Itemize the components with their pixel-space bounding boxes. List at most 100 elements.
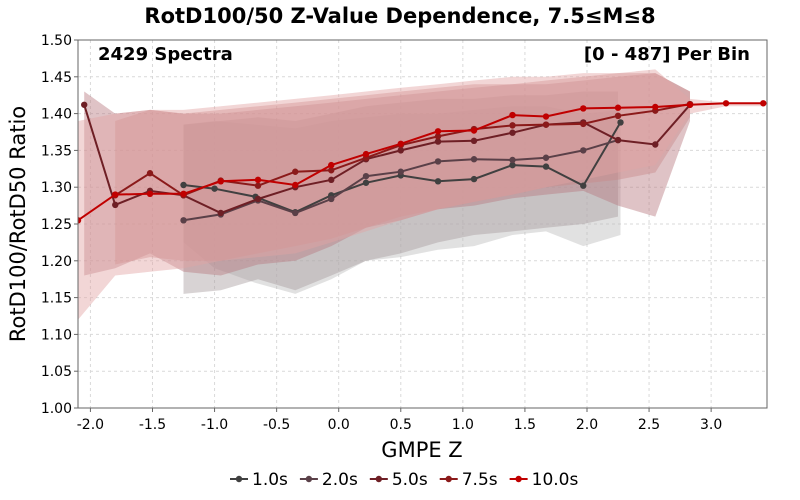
point-1-0s — [211, 185, 218, 192]
legend-marker-2-0s — [305, 475, 313, 483]
band-2-0s — [183, 91, 618, 294]
point-10-0s — [760, 100, 767, 107]
point-10-0s — [509, 111, 516, 119]
legend-label-1-0s: 1.0s — [252, 470, 288, 490]
point-2-0s — [434, 158, 442, 165]
point-2-0s — [470, 156, 478, 163]
point-5-0s — [614, 136, 622, 144]
legend-marker-1-0s — [235, 475, 243, 483]
x-tick-label: -2.0 — [77, 417, 104, 433]
variability-bands — [78, 69, 764, 320]
y-tick-label: 1.25 — [41, 217, 72, 233]
point-10-0s — [254, 176, 262, 184]
point-5-0s — [328, 176, 335, 184]
legend-marker-10-0s — [515, 475, 522, 483]
legend-label-10-0s: 10.0s — [532, 470, 579, 490]
y-tick-label: 1.10 — [41, 327, 72, 343]
point-10-0s — [217, 178, 224, 185]
point-2-0s — [509, 156, 516, 164]
y-tick-label: 1.35 — [41, 143, 72, 159]
point-10-0s — [434, 128, 442, 135]
chart-title: RotD100/50 Z-Value Dependence, 7.5≤M≤8 — [144, 4, 655, 28]
point-7-5s — [146, 170, 154, 177]
plot-area — [77, 39, 768, 409]
series-line-10-0s — [78, 102, 764, 222]
point-2-0s — [542, 154, 550, 161]
legend-item-7-5s: 7.5s — [439, 470, 498, 490]
y-tick-label: 1.50 — [41, 33, 72, 49]
point-10-0s — [328, 161, 335, 169]
point-7-5s — [580, 120, 587, 128]
point-2-0s — [328, 195, 335, 203]
band-10-0s — [78, 69, 764, 320]
point-5-0s — [397, 147, 404, 154]
point-5-0s — [509, 129, 516, 136]
point-7-5s — [254, 182, 262, 189]
point-1-0s — [617, 119, 624, 126]
point-10-0s — [580, 105, 587, 112]
legend-label-2-0s: 2.0s — [322, 470, 358, 490]
legend: 1.0s 2.0s 5.0s 7.5s 10.0s — [230, 470, 578, 490]
spectra-count-annotation: 2429 Spectra — [98, 44, 233, 65]
point-1-0s — [580, 182, 587, 189]
series-lines — [78, 100, 767, 224]
x-tick-label: 2.5 — [638, 417, 660, 433]
x-tick-label: 1.0 — [452, 417, 474, 433]
point-7-5s — [434, 133, 442, 140]
point-2-0s — [397, 168, 404, 175]
point-5-0s — [470, 137, 478, 145]
point-2-0s — [362, 172, 370, 180]
point-1-0s — [470, 175, 478, 183]
point-10-0s — [78, 217, 82, 224]
legend-label-7-5s: 7.5s — [462, 470, 498, 490]
point-10-0s — [397, 140, 404, 147]
point-10-0s — [292, 181, 299, 189]
y-tick-label: 1.05 — [41, 364, 72, 380]
point-10-0s — [542, 113, 550, 120]
point-10-0s — [614, 104, 622, 111]
legend-item-10-0s: 10.0s — [509, 470, 579, 490]
y-tick-label: 1.20 — [41, 254, 72, 270]
point-5-0s — [217, 209, 224, 217]
point-10-0s — [722, 100, 730, 107]
legend-item-5-0s: 5.0s — [369, 470, 428, 490]
band-7-5s — [115, 73, 690, 265]
bin-range-annotation: [0 - 487] Per Bin — [584, 44, 750, 65]
point-7-5s — [509, 122, 516, 129]
point-10-0s — [362, 150, 370, 158]
point-1-0s — [542, 163, 550, 170]
point-10-0s — [180, 190, 187, 198]
point-5-0s — [652, 141, 659, 148]
x-tick-label: 0.5 — [390, 417, 412, 433]
point-7-5s — [614, 112, 622, 120]
point-2-0s — [292, 209, 299, 217]
y-tick-label: 1.40 — [41, 107, 72, 123]
y-tick-label: 1.00 — [41, 401, 72, 417]
legend-marker-5-0s — [375, 475, 383, 483]
x-tick-label: -1.0 — [201, 417, 228, 433]
x-tick-label: -1.5 — [139, 417, 166, 433]
point-2-0s — [580, 147, 587, 154]
y-axis-label: RotD100/RotD50 Ratio — [6, 106, 30, 342]
point-1-0s — [180, 181, 187, 189]
point-10-0s — [112, 191, 119, 198]
point-1-0s — [434, 178, 442, 185]
legend-label-5-0s: 5.0s — [392, 470, 428, 490]
point-10-0s — [686, 101, 694, 108]
point-5-0s — [254, 195, 262, 203]
y-tick-label: 1.15 — [41, 291, 72, 307]
point-10-0s — [470, 127, 478, 134]
x-tick-label: 0.0 — [328, 417, 350, 433]
point-7-5s — [328, 167, 335, 174]
point-5-0s — [434, 138, 442, 145]
point-5-0s — [81, 101, 88, 108]
x-tick-label: 2.0 — [576, 417, 598, 433]
y-tick-label: 1.45 — [41, 70, 72, 86]
legend-item-1-0s: 1.0s — [230, 470, 288, 490]
axis-ticks: -2.0 -1.5 -1.0 -0.5 0.0 0.5 1.0 1.5 2.0 2.5 3.0 1.0… — [41, 33, 722, 433]
y-tick-label: 1.30 — [41, 180, 72, 196]
band-1-0s — [183, 106, 621, 294]
x-axis-label: GMPE Z — [381, 438, 462, 462]
x-tick-label: 1.5 — [514, 417, 536, 433]
